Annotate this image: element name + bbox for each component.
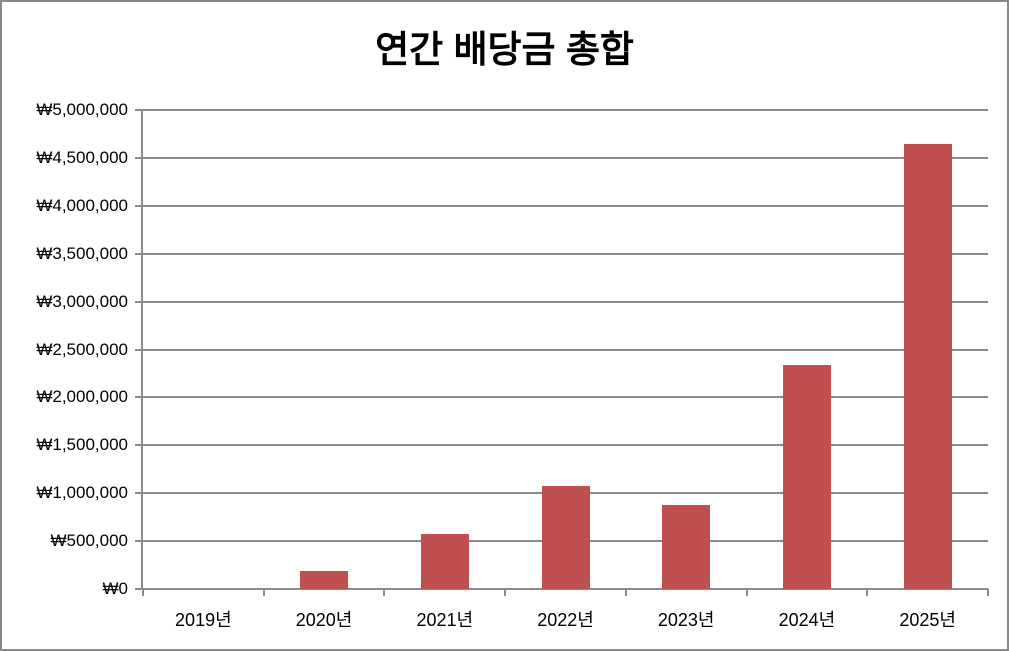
y-axis-label: ₩500,000	[50, 531, 129, 551]
gridline	[143, 252, 988, 255]
x-axis-label: 2019년	[175, 610, 232, 630]
x-axis-label: 2021년	[416, 610, 474, 630]
x-axis-tick	[866, 589, 869, 596]
y-axis-label: ₩1,000,000	[36, 483, 128, 503]
gridline	[143, 109, 988, 111]
x-axis-tick	[262, 589, 265, 596]
x-axis-label: 2022년	[537, 610, 594, 630]
y-axis-label: ₩4,500,000	[36, 147, 128, 167]
x-axis-tick	[624, 589, 627, 596]
y-axis-tick	[135, 444, 143, 447]
x-axis-line	[143, 588, 988, 590]
y-axis-tick	[135, 109, 143, 111]
y-axis-tick	[135, 348, 143, 351]
x-axis-tick	[142, 589, 144, 596]
y-axis-tick	[135, 300, 143, 303]
x-axis-label: 2024년	[778, 610, 836, 630]
y-axis-label: ₩1,500,000	[36, 435, 128, 455]
y-axis-label: ₩4,000,000	[36, 195, 128, 215]
bar-2024	[783, 365, 831, 589]
x-axis-label: 2025년	[899, 610, 956, 630]
gridline	[143, 156, 988, 159]
bar-2020	[300, 571, 348, 589]
y-axis-label: ₩2,000,000	[36, 387, 128, 407]
bar-2023	[662, 505, 710, 589]
gridline	[143, 300, 988, 303]
bar-2022	[542, 486, 590, 589]
x-axis-tick	[383, 589, 386, 596]
gridline	[143, 348, 988, 351]
y-axis-label: ₩3,500,000	[36, 243, 128, 263]
bar-2021	[421, 534, 469, 589]
bar-2025	[904, 144, 952, 589]
gridline	[143, 204, 988, 207]
y-axis-label: ₩2,500,000	[36, 339, 128, 359]
gridline	[143, 444, 988, 447]
y-axis-tick	[135, 252, 143, 255]
y-axis-tick	[135, 204, 143, 207]
y-axis-tick	[135, 156, 143, 159]
chart-title: 연간 배당금 총합	[375, 29, 634, 70]
x-axis-tick	[504, 589, 507, 596]
x-axis-tick	[745, 589, 748, 596]
gridline	[143, 396, 988, 399]
y-axis-tick	[135, 396, 143, 399]
y-axis-tick	[135, 540, 143, 543]
y-axis-label: ₩5,000,000	[36, 100, 128, 119]
x-axis-label: 2020년	[295, 610, 353, 630]
y-axis-label: ₩0	[102, 579, 129, 598]
x-axis-label: 2023년	[657, 610, 715, 630]
y-axis-tick	[135, 492, 143, 495]
x-axis-tick	[987, 589, 989, 596]
y-axis-tick	[135, 588, 143, 590]
y-axis-label: ₩3,000,000	[36, 291, 128, 311]
